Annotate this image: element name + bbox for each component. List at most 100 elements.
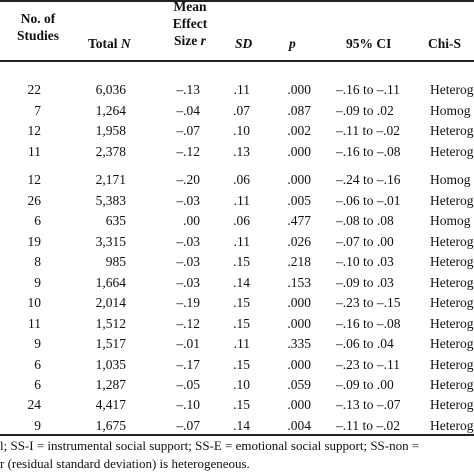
cell-sd: .15 (233, 315, 250, 331)
cell-ci: –.11 to –.02 (336, 123, 400, 138)
cell-sd: .15 (233, 254, 250, 269)
cell-sd: .15 (233, 356, 250, 372)
cell-p: .000 (287, 172, 311, 187)
cell-ci: –.16 to –.11 (336, 82, 400, 97)
cell-studies: 24 (27, 397, 42, 412)
cell-p: .335 (287, 336, 311, 351)
header-p: p (289, 36, 296, 51)
table-top-rule (0, 0, 474, 2)
table-row: 26 5,383 –.03 .11 .005 –.06 to –.01 Heterog (0, 191, 474, 211)
cell-studies: 6 (34, 377, 41, 392)
cell-studies: 9 (34, 417, 41, 433)
table-row: 6 1,035 –.17 .15 .000 –.23 to –.11 Heterog (0, 355, 474, 375)
table-row: 11 2,378 –.12 .13 .000 –.16 to –.08 Heterog (0, 142, 474, 162)
cell-studies: 7 (34, 102, 41, 118)
cell-chi-square: Heterog (430, 377, 474, 392)
cell-chi-square: Homog (430, 102, 471, 118)
cell-chi-square: Heterog (430, 192, 474, 208)
cell-total-n: 635 (105, 213, 126, 228)
table-row: 22 6,036 –.13 .11 .000 –.16 to –.11 Heterog (0, 80, 474, 100)
cell-total-n: 1,512 (95, 315, 126, 331)
cell-total-n: 1,675 (95, 417, 126, 433)
cell-sd: .14 (233, 417, 250, 433)
cell-p: .000 (287, 82, 311, 97)
cell-p: .218 (287, 254, 311, 269)
cell-sd: .13 (233, 143, 250, 159)
cell-total-n: 1,035 (95, 356, 126, 372)
cell-total-n: 985 (105, 254, 126, 269)
cell-sd: .15 (233, 295, 250, 310)
table-bottom-rule (0, 434, 474, 436)
table-row: 24 4,417 –.10 .15 .000 –.13 to –.07 Heterog (0, 395, 474, 415)
cell-p: .000 (287, 356, 311, 372)
cell-effect-size: –.07 (176, 417, 200, 433)
cell-chi-square: Heterog (430, 356, 474, 372)
cell-effect-size: –.12 (176, 315, 200, 331)
table-row: 12 2,171 –.20 .06 .000 –.24 to –.16 Homog (0, 170, 474, 190)
cell-total-n: 1,264 (95, 102, 126, 118)
table-row: 9 1,664 –.03 .14 .153 –.09 to .03 Heterog (0, 273, 474, 293)
cell-chi-square: Heterog (430, 336, 474, 351)
cell-studies: 11 (28, 143, 41, 159)
cell-studies: 6 (34, 213, 41, 228)
cell-sd: .11 (233, 82, 250, 97)
cell-studies: 11 (28, 315, 41, 331)
cell-total-n: 2,171 (95, 172, 126, 187)
cell-sd: .11 (233, 192, 250, 208)
cell-studies: 12 (27, 172, 42, 187)
cell-ci: –.06 to .04 (336, 336, 394, 351)
cell-ci: –.10 to .03 (336, 254, 394, 269)
cell-studies: 26 (27, 192, 42, 208)
cell-ci: –.07 to .00 (336, 233, 394, 249)
cell-ci: –.16 to –.08 (336, 143, 401, 159)
table-row: 6 635 .00 .06 .477 –.08 to .08 Homog (0, 211, 474, 231)
table-row: 7 1,264 –.04 .07 .087 –.09 to .02 Homog (0, 101, 474, 121)
cell-studies: 8 (34, 254, 41, 269)
cell-total-n: 6,036 (95, 82, 126, 97)
cell-sd: .10 (233, 377, 250, 392)
cell-effect-size: .00 (183, 213, 200, 228)
cell-sd: .14 (233, 274, 250, 290)
table-row: 19 3,315 –.03 .11 .026 –.07 to .00 Heterog (0, 232, 474, 252)
cell-ci: –.11 to –.02 (336, 417, 400, 433)
header-effect-size: Mean Effect Size r (172, 0, 208, 48)
cell-chi-square: Heterog (430, 295, 474, 310)
cell-effect-size: –.10 (176, 397, 200, 412)
cell-ci: –.09 to .00 (336, 377, 394, 392)
cell-ci: –.13 to –.07 (336, 397, 401, 412)
cell-effect-size: –.04 (176, 102, 200, 118)
cell-p: .000 (287, 397, 311, 412)
cell-effect-size: –.03 (176, 233, 200, 249)
table-footnote-line-1: l; SS-I = instrumental social support; S… (0, 438, 420, 453)
cell-studies: 10 (27, 295, 42, 310)
cell-chi-square: Heterog (430, 274, 474, 290)
cell-chi-square: Heterog (430, 82, 474, 97)
cell-total-n: 3,315 (95, 233, 126, 249)
cell-effect-size: –.05 (176, 377, 200, 392)
cell-total-n: 1,517 (95, 336, 126, 351)
cell-sd: .11 (233, 233, 250, 249)
cell-effect-size: –.03 (176, 192, 200, 208)
cell-p: .153 (287, 274, 311, 290)
cell-total-n: 1,287 (95, 377, 126, 392)
header-sd: SD (235, 36, 253, 51)
cell-p: .087 (287, 102, 311, 118)
header-ci: 95% CI (346, 36, 392, 51)
cell-effect-size: –.13 (176, 82, 200, 97)
cell-total-n: 1,958 (95, 123, 126, 138)
table-row: 12 1,958 –.07 .10 .002 –.11 to –.02 Heterog (0, 121, 474, 141)
cell-effect-size: –.19 (176, 295, 200, 310)
table-row: 11 1,512 –.12 .15 .000 –.16 to –.08 Heterog (0, 314, 474, 334)
cell-p: .002 (287, 123, 311, 138)
cell-studies: 9 (34, 274, 41, 290)
cell-ci: –.24 to –.16 (336, 172, 401, 187)
header-studies: No. of Studies (16, 11, 60, 43)
cell-ci: –.09 to .03 (336, 274, 394, 290)
table-row: 9 1,517 –.01 .11 .335 –.06 to .04 Heterog (0, 334, 474, 354)
table-footnote-line-2: r (residual standard deviation) is heter… (0, 456, 250, 471)
cell-p: .004 (287, 417, 311, 433)
table-row: 10 2,014 –.19 .15 .000 –.23 to –.15 Heterog (0, 293, 474, 313)
cell-studies: 12 (27, 123, 42, 138)
cell-ci: –.16 to –.08 (336, 315, 401, 331)
cell-p: .477 (287, 213, 311, 228)
